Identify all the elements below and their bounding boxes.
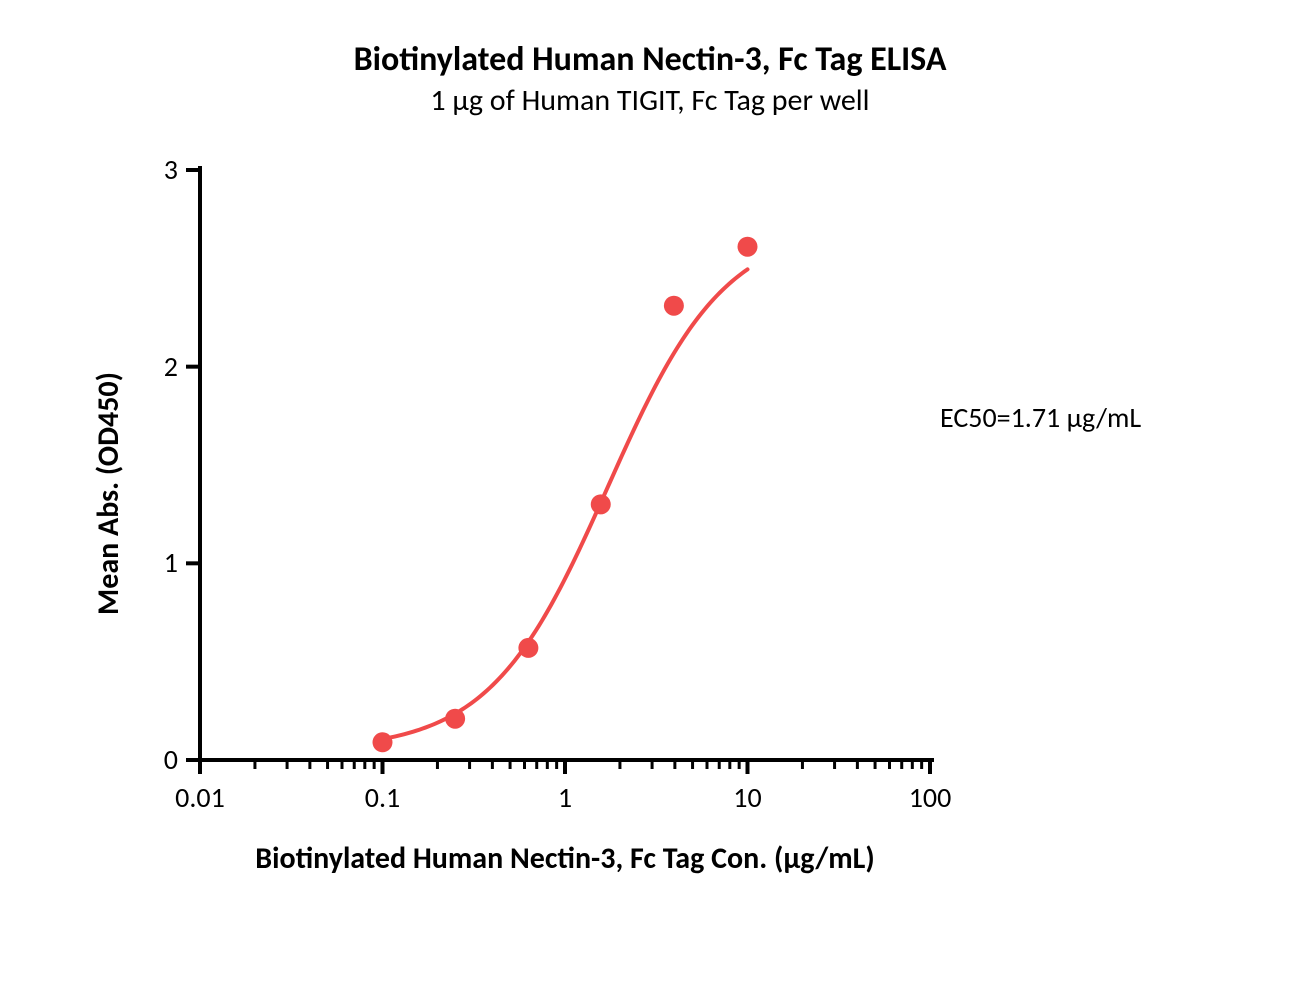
figure-stage: Biotinylated Human Nectin-3, Fc Tag ELIS… — [0, 0, 1300, 981]
x-tick-label: 100 — [909, 780, 952, 815]
y-tick-label: 2 — [146, 349, 178, 384]
y-tick-label: 1 — [146, 545, 178, 580]
plot-svg — [0, 0, 1300, 981]
x-tick-label: 10 — [733, 780, 761, 815]
y-tick-label: 0 — [146, 742, 178, 777]
x-tick-label: 1 — [558, 780, 572, 815]
x-tick-label: 0.01 — [175, 780, 225, 815]
y-tick-label: 3 — [146, 152, 178, 187]
x-tick-label: 0.1 — [365, 780, 400, 815]
